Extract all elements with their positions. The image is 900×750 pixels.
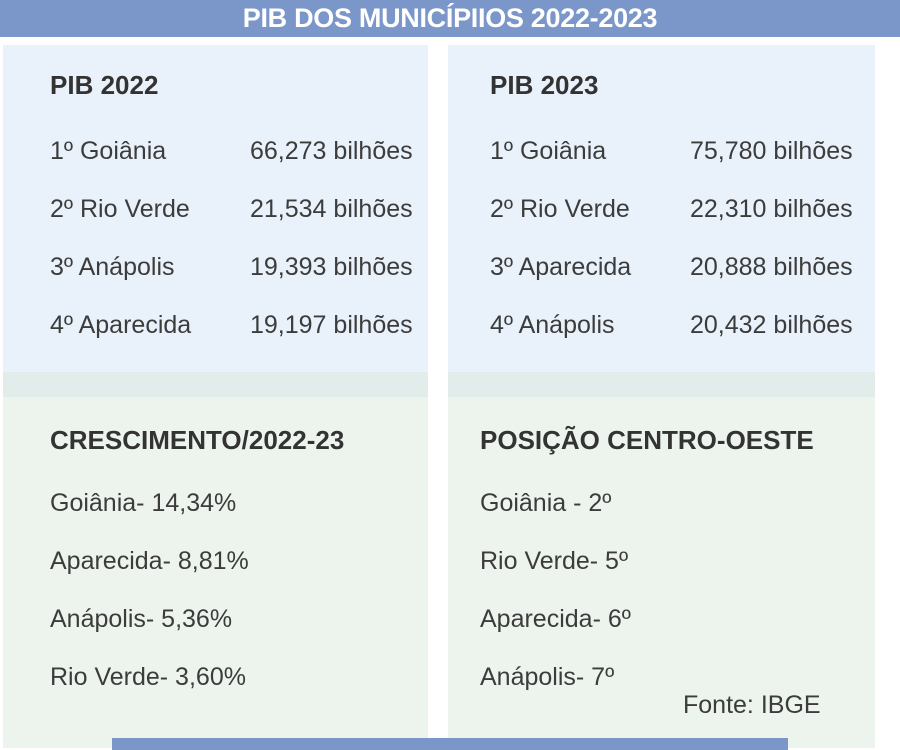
table-row: 4º Aparecida 19,197 bilhões	[50, 310, 428, 340]
row-value: 21,534 bilhões	[250, 195, 413, 223]
list-item: Anápolis- 7º	[480, 663, 615, 691]
row-value: 22,310 bilhões	[690, 195, 853, 223]
list-item: Aparecida- 8,81%	[50, 547, 249, 575]
panel-posicao-centro-oeste: POSIÇÃO CENTRO-OESTE Goiânia - 2º Rio Ve…	[448, 397, 875, 748]
row-rank-city: 4º Aparecida	[50, 311, 192, 339]
page-title: PIB DOS MUNICÍPIIOS 2022-2023	[242, 3, 658, 33]
row-rank-city: 2º Rio Verde	[490, 195, 630, 223]
list-item: Rio Verde- 5º	[480, 547, 629, 575]
list-item: Goiânia - 2º	[480, 489, 612, 517]
list-item: Goiânia- 14,34%	[50, 489, 237, 517]
divider-band-left	[3, 372, 428, 397]
row-value: 19,393 bilhões	[250, 253, 413, 281]
row-rank-city: 2º Rio Verde	[50, 195, 190, 223]
divider-band-right	[448, 372, 875, 397]
source-credit: Fonte: IBGE	[683, 691, 821, 719]
row-rank-city: 3º Anápolis	[50, 253, 175, 281]
list-item: Rio Verde- 3,60%	[50, 663, 246, 691]
row-value: 75,780 bilhões	[690, 137, 853, 165]
panel-crescimento-title: CRESCIMENTO/2022-23	[50, 425, 345, 455]
title-bar: PIB DOS MUNICÍPIIOS 2022-2023	[0, 0, 900, 37]
list-item: Aparecida- 6º	[480, 605, 631, 633]
row-rank-city: 3º Aparecida	[490, 253, 632, 281]
row-value: 20,888 bilhões	[690, 253, 853, 281]
panel-posicao-title: POSIÇÃO CENTRO-OESTE	[480, 425, 814, 455]
table-row: 2º Rio Verde 22,310 bilhões	[490, 194, 875, 224]
row-value: 19,197 bilhões	[250, 311, 413, 339]
bottom-accent-bar	[112, 738, 788, 750]
row-rank-city: 1º Goiânia	[50, 137, 167, 165]
panel-pib-2023: PIB 2023 1º Goiânia 75,780 bilhões 2º Ri…	[448, 45, 875, 372]
table-row: 1º Goiânia 75,780 bilhões	[490, 136, 875, 166]
table-row: 3º Aparecida 20,888 bilhões	[490, 252, 875, 282]
list-item: Anápolis- 5,36%	[50, 605, 233, 633]
table-row: 2º Rio Verde 21,534 bilhões	[50, 194, 428, 224]
table-row: 3º Anápolis 19,393 bilhões	[50, 252, 428, 282]
row-value: 20,432 bilhões	[690, 311, 853, 339]
panel-pib-2022: PIB 2022 1º Goiânia 66,273 bilhões 2º Ri…	[3, 45, 428, 372]
row-value: 66,273 bilhões	[250, 137, 413, 165]
panel-pib-2023-title: PIB 2023	[490, 70, 599, 100]
table-row: 1º Goiânia 66,273 bilhões	[50, 136, 428, 166]
panel-pib-2022-title: PIB 2022	[50, 70, 159, 100]
row-rank-city: 4º Anápolis	[490, 311, 615, 339]
panel-crescimento: CRESCIMENTO/2022-23 Goiânia- 14,34% Apar…	[3, 397, 428, 748]
table-row: 4º Anápolis 20,432 bilhões	[490, 310, 875, 340]
row-rank-city: 1º Goiânia	[490, 137, 607, 165]
